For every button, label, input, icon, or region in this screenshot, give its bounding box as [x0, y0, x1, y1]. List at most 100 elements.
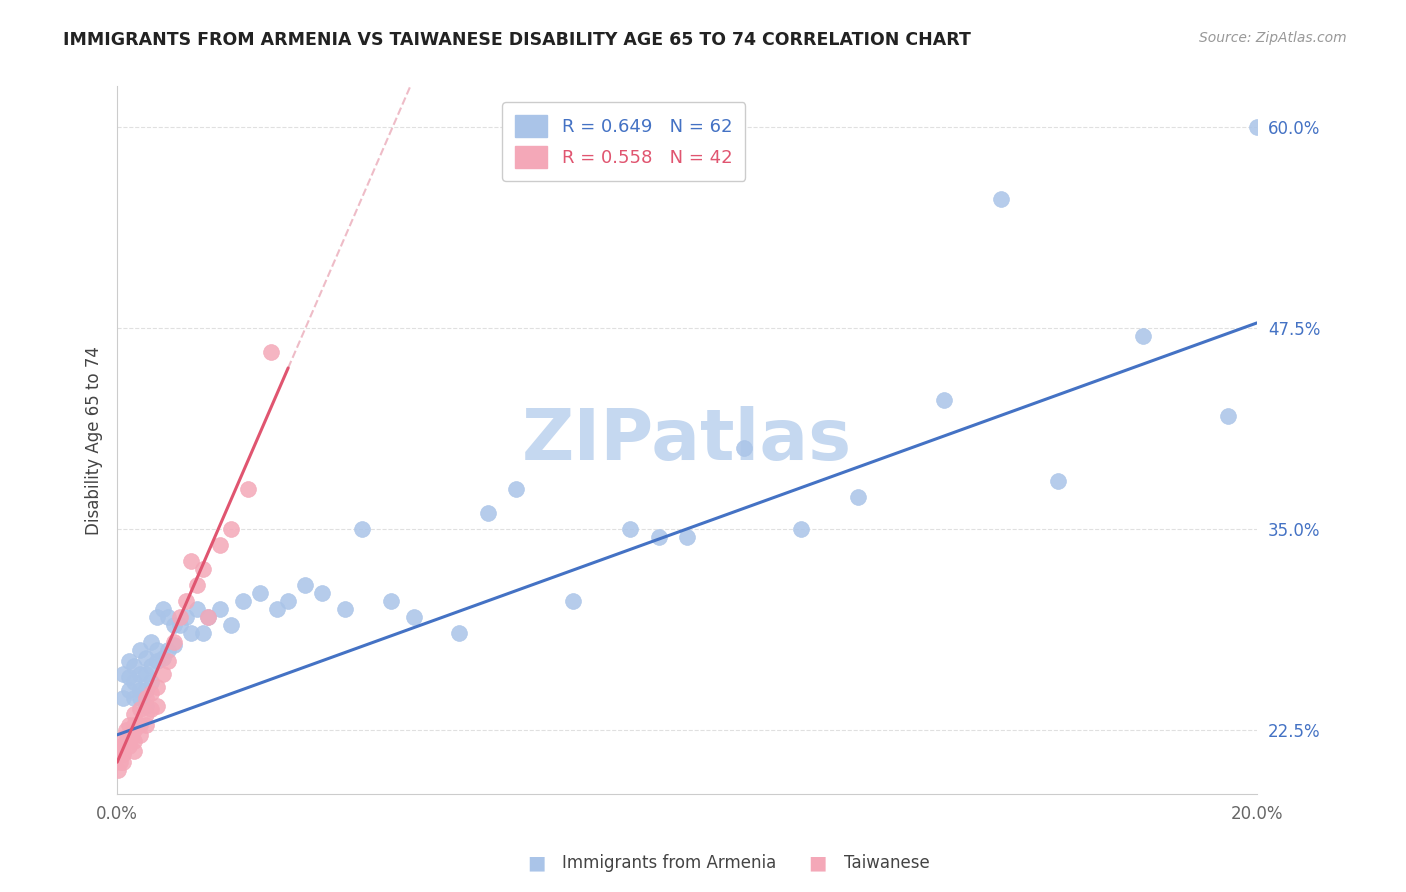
Point — [249, 586, 271, 600]
Point — [114, 734, 136, 748]
Point — [141, 658, 163, 673]
Point — [180, 626, 202, 640]
Point — [141, 702, 163, 716]
Point — [135, 690, 157, 705]
Point — [333, 602, 356, 616]
Point — [146, 680, 169, 694]
Point — [733, 442, 755, 456]
Point — [402, 610, 425, 624]
Point — [129, 642, 152, 657]
Point — [1246, 120, 1268, 134]
Point — [129, 702, 152, 716]
Point — [135, 682, 157, 697]
Y-axis label: Disability Age 65 to 74: Disability Age 65 to 74 — [86, 346, 103, 535]
Point — [129, 728, 152, 742]
Point — [124, 674, 146, 689]
Text: ■: ■ — [527, 854, 546, 872]
Point — [135, 706, 157, 721]
Point — [114, 723, 136, 737]
Point — [117, 670, 139, 684]
Point — [174, 594, 197, 608]
Point — [135, 718, 157, 732]
Point — [505, 482, 527, 496]
Point — [846, 490, 869, 504]
Point — [191, 626, 214, 640]
Point — [111, 739, 134, 753]
Point — [619, 522, 641, 536]
Point — [208, 602, 231, 616]
Point — [124, 734, 146, 748]
Point — [180, 554, 202, 568]
Point — [208, 538, 231, 552]
Point — [932, 393, 955, 408]
Point — [449, 626, 471, 640]
Point — [111, 755, 134, 769]
Point — [219, 618, 242, 632]
Point — [186, 602, 208, 616]
Point — [111, 731, 134, 745]
Point — [477, 506, 499, 520]
Point — [129, 666, 152, 681]
Point — [135, 666, 157, 681]
Point — [1218, 409, 1240, 424]
Point — [146, 654, 169, 668]
Point — [562, 594, 585, 608]
Point — [294, 578, 316, 592]
Point — [266, 602, 288, 616]
Point — [157, 654, 180, 668]
Point — [110, 739, 132, 753]
Point — [111, 690, 134, 705]
Point — [117, 739, 139, 753]
Point — [108, 747, 131, 761]
Point — [232, 594, 254, 608]
Point — [124, 723, 146, 737]
Point — [111, 666, 134, 681]
Point — [197, 610, 219, 624]
Point — [990, 192, 1012, 206]
Text: ZIPatlas: ZIPatlas — [522, 406, 852, 475]
Point — [124, 744, 146, 758]
Point — [141, 686, 163, 700]
Point — [120, 731, 142, 745]
Point — [676, 530, 699, 544]
Point — [163, 618, 186, 632]
Point — [1046, 474, 1069, 488]
Point — [174, 610, 197, 624]
Point — [647, 530, 669, 544]
Point — [197, 610, 219, 624]
Point — [352, 522, 374, 536]
Point — [163, 634, 186, 648]
Point — [108, 755, 131, 769]
Point — [124, 718, 146, 732]
Point — [186, 578, 208, 592]
Point — [219, 522, 242, 536]
Point — [124, 706, 146, 721]
Point — [129, 718, 152, 732]
Legend: R = 0.649   N = 62, R = 0.558   N = 42: R = 0.649 N = 62, R = 0.558 N = 42 — [502, 103, 745, 181]
Point — [157, 610, 180, 624]
Point — [277, 594, 299, 608]
Point — [117, 654, 139, 668]
Text: Immigrants from Armenia: Immigrants from Armenia — [562, 855, 776, 872]
Point — [380, 594, 402, 608]
Point — [311, 586, 333, 600]
Text: Taiwanese: Taiwanese — [844, 855, 929, 872]
Point — [260, 344, 283, 359]
Point — [135, 650, 157, 665]
Point — [191, 562, 214, 576]
Point — [124, 690, 146, 705]
Point — [141, 674, 163, 689]
Point — [146, 642, 169, 657]
Point — [146, 610, 169, 624]
Point — [117, 718, 139, 732]
Point — [152, 602, 174, 616]
Text: ■: ■ — [808, 854, 827, 872]
Point — [790, 522, 813, 536]
Text: Source: ZipAtlas.com: Source: ZipAtlas.com — [1199, 31, 1347, 45]
Point — [152, 650, 174, 665]
Point — [238, 482, 260, 496]
Point — [124, 658, 146, 673]
Point — [117, 682, 139, 697]
Point — [152, 666, 174, 681]
Point — [169, 610, 191, 624]
